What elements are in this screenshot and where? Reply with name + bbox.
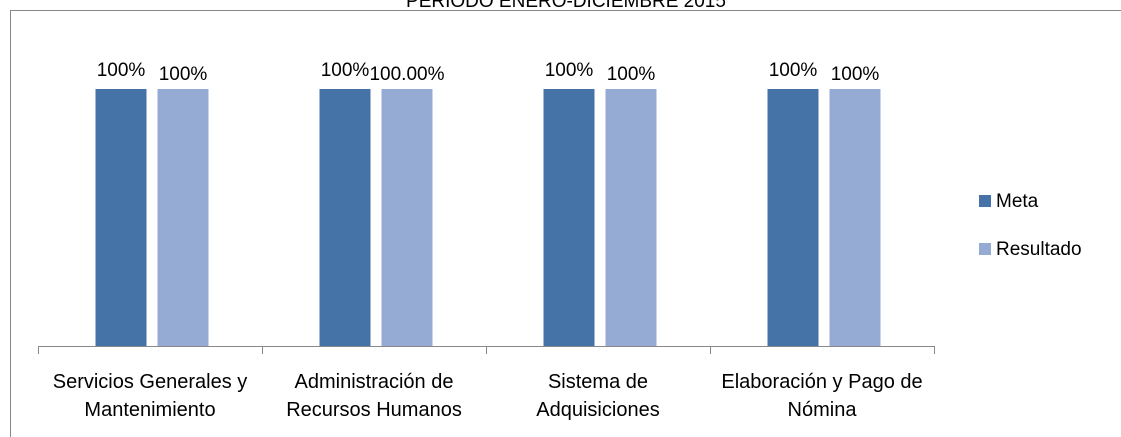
- x-tick-label: Administración de Recursos Humanos: [286, 371, 462, 421]
- bar: [767, 89, 819, 346]
- bar: [381, 89, 433, 346]
- bar: [157, 89, 209, 346]
- chart-title: PERIODO ENERO-DICIEMBRE 2015: [406, 0, 726, 12]
- data-label: 100%: [159, 64, 208, 85]
- bar: [605, 89, 657, 346]
- data-label: 100%: [545, 60, 594, 81]
- legend-label: Resultado: [996, 239, 1082, 260]
- legend-label: Meta: [996, 191, 1039, 212]
- bar: [829, 89, 881, 346]
- data-label: 100%: [97, 60, 146, 81]
- data-label: 100%: [831, 64, 880, 85]
- data-label: 100%: [607, 64, 656, 85]
- data-label: 100.00%: [369, 64, 444, 85]
- x-tick-label: Sistema de Adquisiciones: [536, 371, 660, 421]
- bar: [95, 89, 147, 346]
- x-tick-label: Elaboración y Pago de Nómina: [721, 371, 923, 421]
- bar: [319, 89, 371, 346]
- data-label: 100%: [769, 60, 818, 81]
- x-tick-label: Servicios Generales y Mantenimiento: [52, 371, 248, 421]
- legend-swatch: [979, 243, 991, 255]
- data-label: 100%: [321, 60, 370, 81]
- legend-swatch: [979, 195, 991, 207]
- chart-frame: [10, 10, 1121, 437]
- bar: [543, 89, 595, 346]
